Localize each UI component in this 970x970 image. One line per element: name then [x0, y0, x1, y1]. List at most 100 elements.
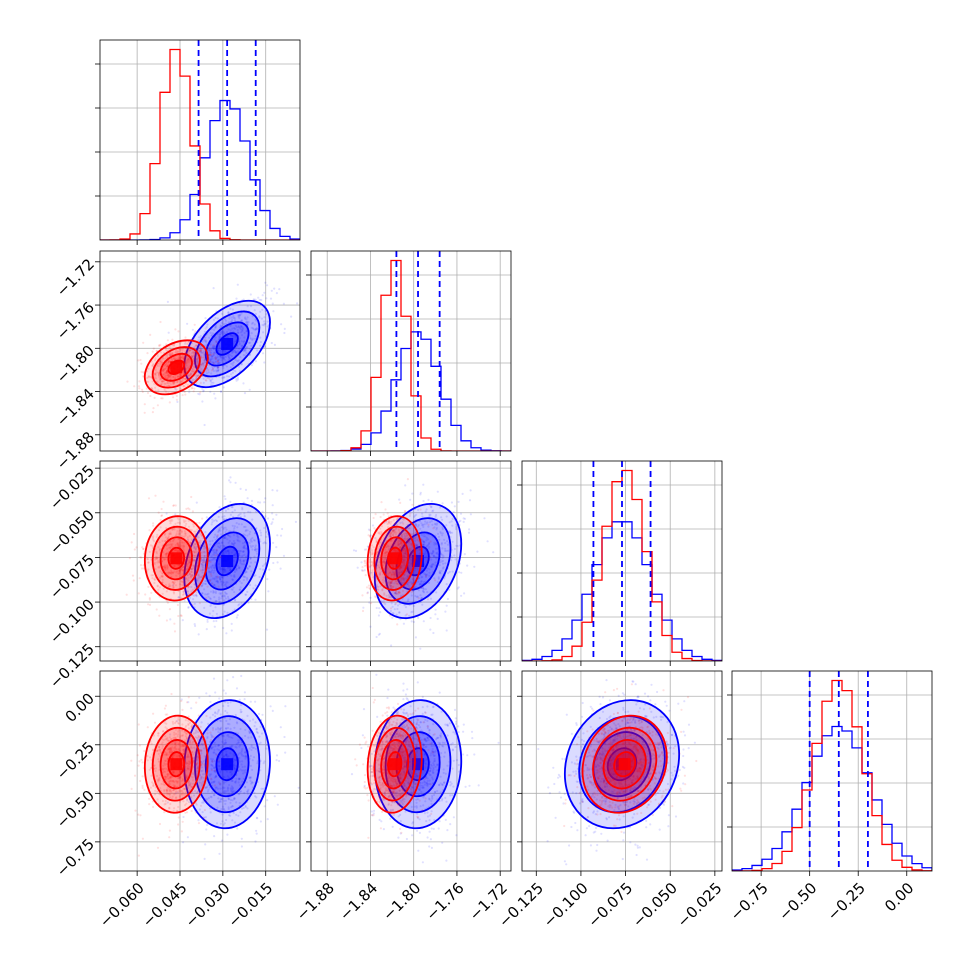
scatter-point	[164, 390, 168, 393]
scatter-point	[423, 532, 426, 536]
scatter-point	[174, 351, 177, 354]
scatter-point	[280, 323, 283, 326]
scatter-point	[226, 711, 229, 714]
scatter-point	[216, 575, 219, 579]
scatter-point	[213, 351, 216, 354]
scatter-point	[203, 606, 206, 610]
scatter-point	[197, 633, 200, 636]
scatter-point	[384, 546, 388, 549]
scatter-point	[223, 786, 226, 790]
scatter-point	[224, 526, 227, 529]
scatter-point	[405, 552, 408, 555]
scatter-point	[369, 596, 372, 599]
scatter-point	[255, 727, 258, 730]
scatter-point	[218, 596, 221, 599]
scatter-point	[179, 387, 182, 391]
scatter-point	[194, 330, 197, 333]
scatter-point	[389, 535, 392, 538]
scatter-point	[391, 571, 394, 574]
scatter-point	[176, 603, 179, 607]
scatter-point	[222, 775, 225, 779]
scatter-point	[182, 593, 185, 596]
scatter-point	[244, 317, 247, 320]
scatter-point	[441, 502, 444, 505]
scatter-point	[188, 801, 191, 804]
scatter-point	[408, 547, 411, 550]
scatter-point	[220, 734, 224, 737]
scatter-point	[417, 546, 421, 550]
scatter-point	[408, 614, 411, 617]
scatter-point	[415, 513, 418, 516]
scatter-point	[223, 594, 226, 597]
scatter-point	[213, 835, 216, 838]
scatter-point	[403, 532, 406, 536]
scatter-point	[201, 569, 204, 572]
scatter-point	[210, 334, 214, 337]
scatter-point	[255, 510, 258, 513]
scatter-point	[234, 336, 237, 339]
contour-line-series-0	[143, 515, 209, 602]
scatter-point	[207, 368, 210, 372]
scatter-point	[263, 526, 266, 530]
scatter-point	[261, 308, 264, 311]
scatter-point	[235, 721, 238, 724]
scatter-point	[227, 353, 230, 356]
scatter-point	[196, 554, 199, 557]
scatter-point	[231, 799, 234, 802]
scatter-point	[219, 575, 222, 579]
scatter-point	[150, 387, 153, 390]
scatter-point	[454, 525, 457, 529]
scatter-point	[240, 837, 243, 840]
scatter-point	[407, 565, 410, 568]
scatter-point	[430, 565, 433, 569]
scatter-point	[385, 594, 388, 598]
scatter-point	[206, 618, 209, 621]
scatter-point	[195, 591, 198, 594]
scatter-point	[468, 499, 472, 502]
scatter-point	[412, 577, 415, 580]
scatter-point	[220, 591, 223, 595]
scatter-point	[237, 514, 240, 517]
scatter-point	[215, 612, 218, 616]
scatter-point	[281, 527, 284, 531]
scatter-point	[393, 528, 396, 531]
scatter-point	[222, 755, 225, 759]
scatter-point	[229, 333, 232, 337]
scatter-point	[244, 593, 247, 596]
scatter-point	[209, 358, 212, 361]
scatter-point	[450, 556, 454, 559]
scatter-point	[203, 747, 206, 750]
scatter-point	[177, 596, 180, 599]
scatter-point	[190, 585, 193, 589]
scatter-point	[238, 314, 241, 317]
scatter-point	[249, 700, 252, 703]
scatter-point	[213, 557, 216, 560]
scatter-point	[394, 572, 397, 576]
scatter-point	[389, 581, 392, 584]
scatter-point	[200, 368, 203, 371]
scatter-point	[177, 614, 180, 618]
scatter-point	[187, 555, 190, 558]
scatter-point	[217, 368, 220, 371]
scatter-point	[200, 770, 203, 773]
scatter-point	[133, 548, 136, 551]
scatter-point	[249, 779, 252, 783]
scatter-point	[173, 377, 177, 380]
scatter-point	[235, 569, 238, 572]
scatter-point	[395, 572, 398, 575]
scatter-point	[394, 590, 397, 593]
scatter-point	[219, 331, 222, 334]
scatter-point	[201, 517, 204, 520]
scatter-point	[177, 563, 180, 567]
scatter-point	[248, 541, 251, 545]
scatter-point	[446, 597, 449, 601]
scatter-point	[224, 551, 228, 554]
scatter-point	[177, 518, 180, 521]
scatter-point	[393, 531, 397, 534]
scatter-point	[240, 807, 244, 810]
scatter-point	[184, 369, 187, 372]
scatter-point	[250, 322, 254, 325]
scatter-point	[180, 379, 183, 382]
scatter-point	[435, 513, 438, 517]
scatter-point	[213, 536, 216, 539]
